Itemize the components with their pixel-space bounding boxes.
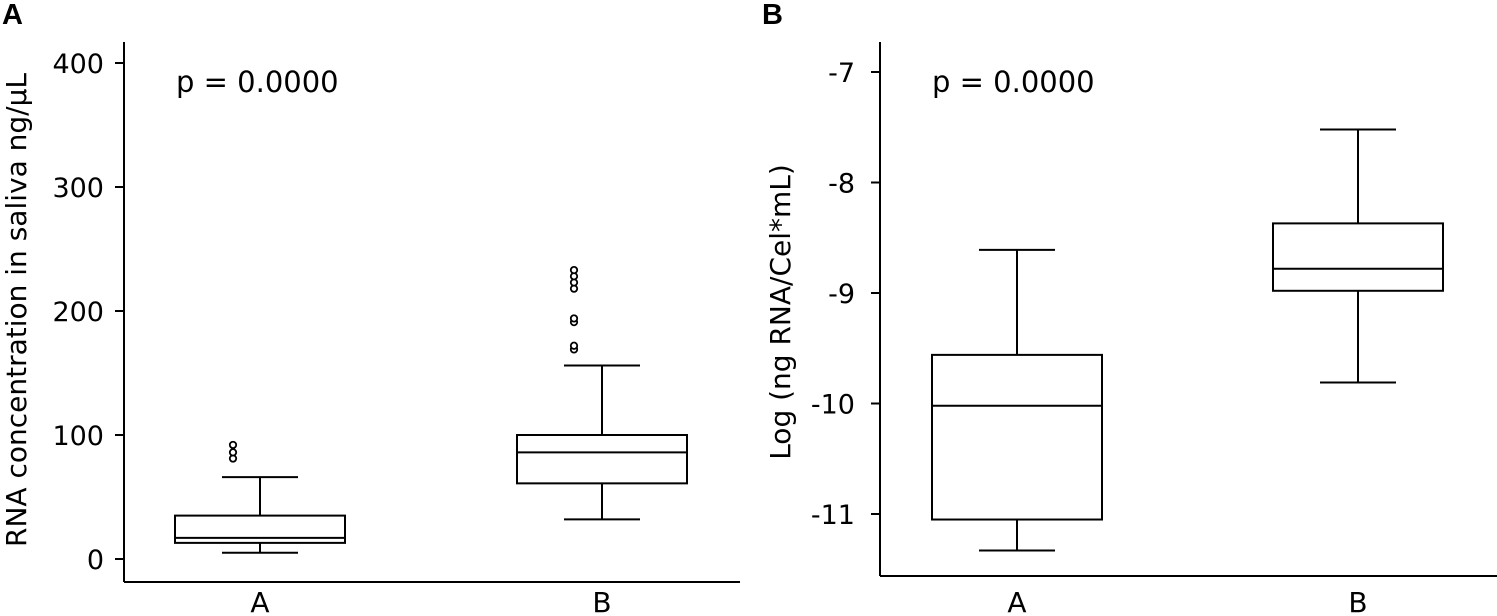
iqr-box [516,434,688,485]
box-a [174,440,346,554]
y-tick-label: -10 [811,390,855,421]
y-tick-label: 0 [87,545,104,576]
y-axis-title: RNA concentration in saliva ng/µL [0,73,33,547]
panel-b: B -7 -8 -9 -10 -11 Log (ng RNA/Cel*mL) p = 0.00… [762,0,1497,616]
box-a [931,248,1103,552]
y-tick-label: 400 [52,49,104,80]
outlier-point [569,265,579,275]
y-axis-title: Log (ng RNA/Cel*mL) [764,164,797,460]
panel-a: A 0 100 200 300 400 RNA concentration in saliv… [0,0,740,616]
iqr-box [1272,222,1444,292]
p-value-annotation: p = 0.0000 [176,65,339,99]
box-b [516,265,688,521]
iqr-box [931,353,1103,521]
outlier-point [569,341,579,350]
box-b [1272,128,1444,384]
y-tick-label: 200 [52,297,104,328]
x-category-label: A [1007,586,1026,616]
y-tick-label: 100 [52,421,104,452]
outlier-point [569,314,579,323]
outlier-point [228,448,238,457]
x-category-label: A [250,586,269,616]
p-value-annotation: p = 0.0000 [932,65,1095,99]
y-tick-label: -11 [811,500,855,531]
x-category-label: B [592,586,611,616]
x-category-label: B [1348,586,1367,616]
y-tick-label: 300 [52,173,104,204]
outlier-point [228,440,238,450]
panel-letter: B [762,0,783,31]
panel-letter: A [2,0,23,31]
y-tick-label: -7 [828,58,855,89]
y-tick-label: -8 [828,169,855,200]
y-tick-label: -9 [828,279,855,310]
